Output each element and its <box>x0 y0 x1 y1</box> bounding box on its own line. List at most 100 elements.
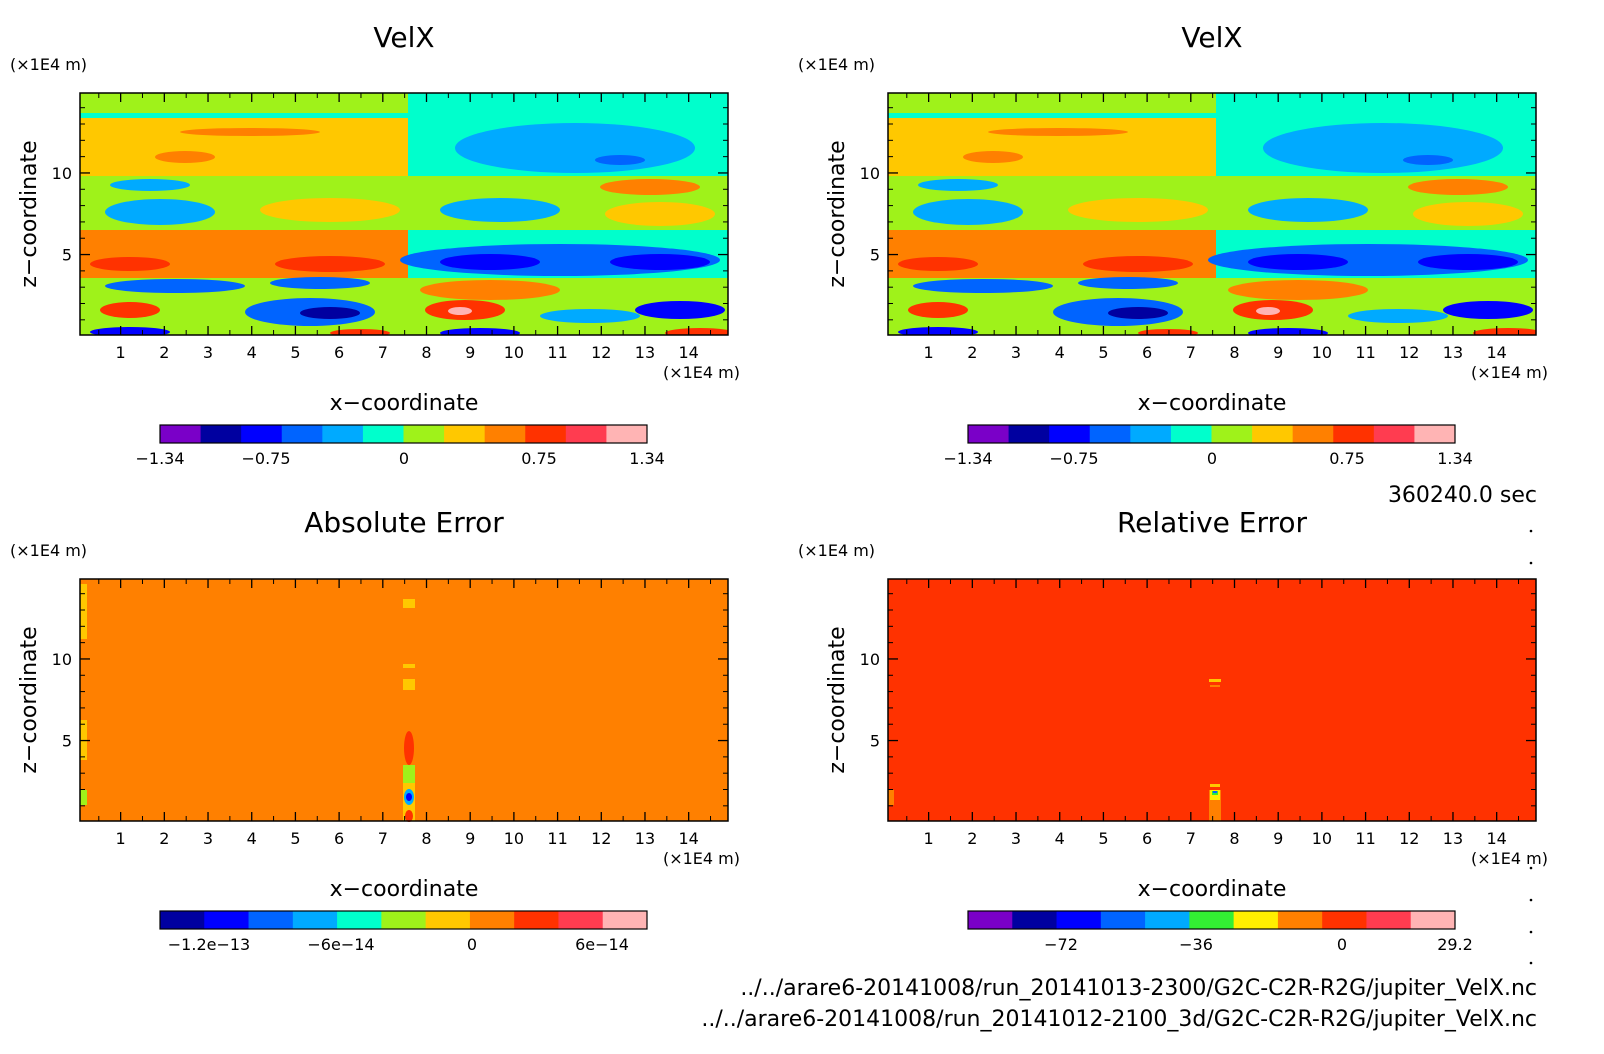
x-tick-label: 4 <box>1055 829 1065 848</box>
y-tick-label: 5 <box>870 246 880 265</box>
feature <box>110 179 190 191</box>
y-tick-label: 10 <box>52 164 72 183</box>
colorbar-label: −72 <box>1044 935 1078 954</box>
feature <box>1248 328 1328 335</box>
colorbar-labels: −1.2e−13 −6e−14 0 6e−14 <box>168 935 629 954</box>
plot-area <box>888 579 1536 821</box>
feature <box>440 254 540 270</box>
x-tick-label: 2 <box>967 829 977 848</box>
panel-absolute-error: Absolute Error (×1E4 m) 1 2 3 4 5 6 7 8 9 10 11 12 1… <box>10 506 740 954</box>
y-axis-label: z−coordinate <box>825 626 850 773</box>
y-axis-ticks: 5 10 <box>52 107 728 321</box>
dot <box>1529 898 1533 902</box>
x-tick-label: 10 <box>504 829 524 848</box>
x-axis-ticks: 1 2 3 4 5 6 7 8 9 10 11 12 13 14 <box>98 93 712 362</box>
x-tick-label: 13 <box>635 343 655 362</box>
feature <box>80 584 87 639</box>
panel-velx-left: VelX (×1E4 m) <box>10 21 740 468</box>
x-tick-label: 5 <box>1098 343 1108 362</box>
x-tick-label: 11 <box>547 829 567 848</box>
feature <box>918 179 998 191</box>
x-tick-label: 2 <box>159 343 169 362</box>
feature <box>448 307 472 315</box>
y-axis-label: z−coordinate <box>17 140 42 287</box>
colorbar-cell <box>525 425 567 443</box>
x-axis-ticks: 1 2 3 4 5 6 7 8 9 10 11 12 13 14 <box>906 93 1520 362</box>
x-tick-label: 5 <box>290 829 300 848</box>
x-tick-label: 1 <box>924 829 934 848</box>
colorbar-label: 0 <box>467 935 477 954</box>
colorbar-cell <box>204 911 250 929</box>
x-tick-label: 4 <box>247 343 257 362</box>
colorbar-cell <box>606 425 648 443</box>
feature <box>403 664 415 668</box>
colorbar-cell <box>1373 425 1415 443</box>
colorbar-cell <box>1130 425 1172 443</box>
feature <box>405 810 413 822</box>
colorbar-label: −0.75 <box>1049 449 1098 468</box>
colorbar-cell <box>241 425 283 443</box>
x-tick-label: 6 <box>334 829 344 848</box>
dot <box>1529 529 1533 533</box>
colorbar-cell <box>292 911 338 929</box>
x-tick-label: 8 <box>1229 343 1239 362</box>
x-axis-label: x−coordinate <box>330 877 479 902</box>
x-tick-label: 2 <box>967 343 977 362</box>
x-tick-label: 13 <box>1443 343 1463 362</box>
feature <box>635 301 725 319</box>
colorbar-label: 1.34 <box>629 449 665 468</box>
x-tick-label: 14 <box>678 343 698 362</box>
x-tick-label: 13 <box>1443 829 1463 848</box>
colorbar-cell <box>1189 911 1235 929</box>
feature <box>1256 307 1280 315</box>
colorbar-label: −1.34 <box>135 449 184 468</box>
colorbar-frame <box>967 910 1456 930</box>
feature <box>1078 277 1178 289</box>
feature <box>1138 329 1198 335</box>
feature <box>1443 301 1533 319</box>
x-tick-label: 6 <box>1142 829 1152 848</box>
x-tick-label: 7 <box>1186 829 1196 848</box>
colorbar-cell <box>1410 911 1456 929</box>
band-top-right <box>1216 93 1536 113</box>
panel-title: Relative Error <box>1117 506 1308 539</box>
x-tick-label: 8 <box>421 829 431 848</box>
panel-velx-right: VelX (×1E4 m) <box>798 21 1548 468</box>
feature <box>455 123 695 173</box>
feature <box>600 179 700 195</box>
colorbar-label: 1.34 <box>1437 449 1473 468</box>
feature <box>1210 784 1220 787</box>
colorbar-labels: −72 −36 0 29.2 <box>1044 935 1473 954</box>
feature <box>913 279 1053 293</box>
feature <box>275 256 385 272</box>
x-tick-label: 14 <box>1486 343 1506 362</box>
colorbar-cell <box>1414 425 1456 443</box>
feature <box>540 309 640 323</box>
x-tick-label: 10 <box>504 343 524 362</box>
colorbar <box>967 910 1456 930</box>
x-axis-label: x−coordinate <box>1138 391 1287 416</box>
panel-relative-error: Relative Error (×1E4 m) 1 2 3 4 5 6 7 8 9 10 11 12 1… <box>798 506 1548 954</box>
x-tick-label: 6 <box>1142 343 1152 362</box>
feature <box>1083 256 1193 272</box>
y-axis-label: z−coordinate <box>17 626 42 773</box>
colorbar-cell <box>1100 911 1146 929</box>
y-tick-label: 5 <box>62 732 72 751</box>
colorbar-cell <box>337 911 382 929</box>
colorbar-cell <box>1170 425 1212 443</box>
margin-dots <box>1529 529 1533 965</box>
x-tick-label: 5 <box>1098 829 1108 848</box>
y-tick-label: 10 <box>860 164 880 183</box>
y-axis-label: z−coordinate <box>825 140 850 287</box>
colorbar-cell <box>514 911 559 929</box>
colorbar-cell <box>1145 911 1190 929</box>
colorbar-cell <box>1277 911 1323 929</box>
x-tick-label: 14 <box>1486 829 1506 848</box>
dot <box>1529 561 1533 565</box>
x-tick-label: 11 <box>1355 829 1375 848</box>
feature <box>180 128 320 136</box>
file-path-1: ../../arare6-20141008/run_20141013-2300/… <box>740 976 1537 1001</box>
colorbar-cell <box>1056 911 1102 929</box>
feature <box>403 599 415 608</box>
colorbar-cell <box>1333 425 1375 443</box>
